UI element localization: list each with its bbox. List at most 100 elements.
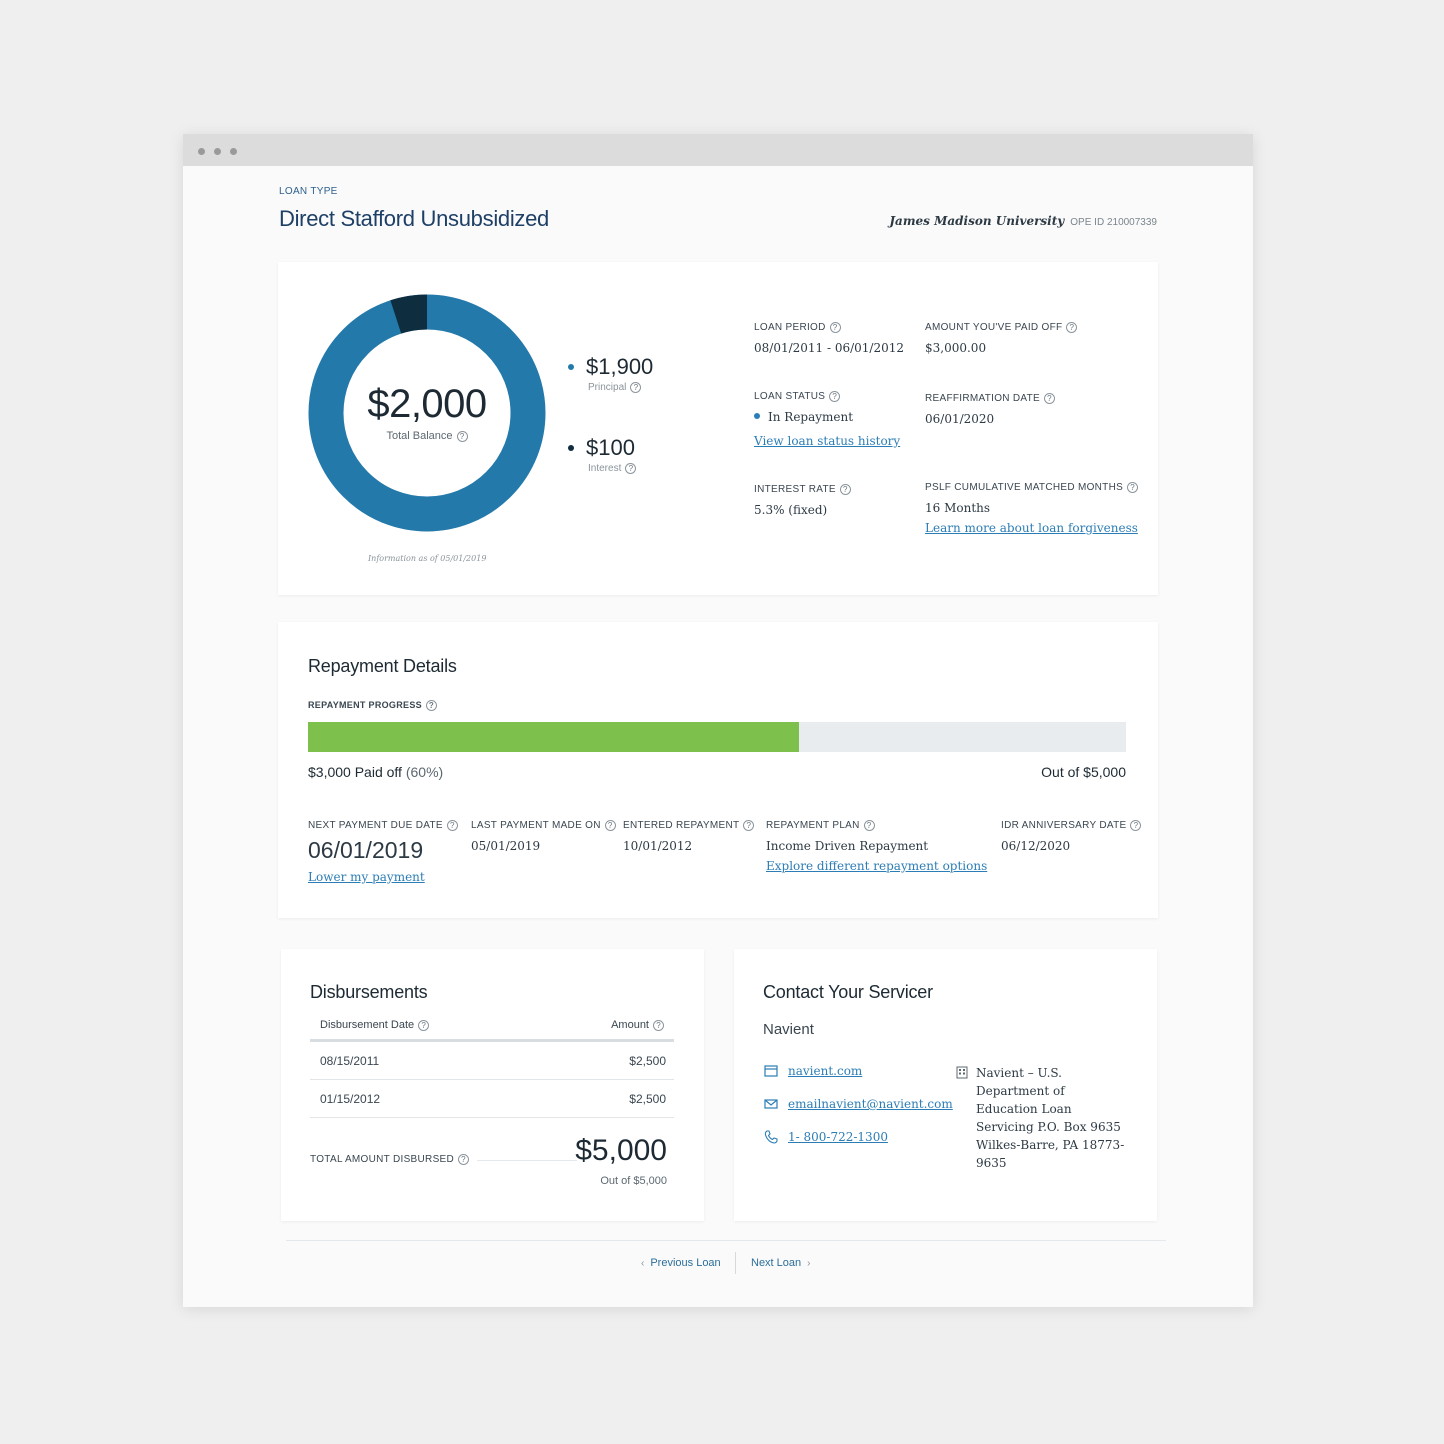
loan-status-history-link[interactable]: View loan status history — [754, 434, 901, 448]
plan-label-text: REPAYMENT PLAN — [766, 820, 860, 831]
chevron-right-icon: › — [807, 1258, 811, 1269]
entered-repayment: ENTERED REPAYMENT? 10/01/2012 — [623, 820, 755, 853]
loan-period: LOAN PERIOD? 08/01/2011 - 06/01/2012 — [754, 322, 904, 355]
help-icon[interactable]: ? — [456, 431, 468, 442]
repayment-card: Repayment Details REPAYMENT PROGRESS? $3… — [278, 622, 1158, 918]
table-header: Disbursement Date? Amount? — [310, 1019, 674, 1042]
reaffirmation-label: REAFFIRMATION DATE? — [925, 393, 1056, 404]
help-icon[interactable]: ? — [630, 382, 642, 393]
legend-interest: $100 Interest? — [568, 435, 637, 474]
amount-paid-off: AMOUNT YOU'VE PAID OFF? $3,000.00 — [925, 322, 1078, 355]
info-as-of: Information as of 05/01/2019 — [368, 554, 487, 563]
help-icon[interactable]: ? — [418, 1020, 430, 1031]
donut-chart — [308, 294, 546, 532]
help-icon[interactable]: ? — [829, 391, 841, 402]
divider — [286, 1240, 1166, 1241]
previous-loan-button[interactable]: ‹ Previous Loan — [641, 1257, 721, 1269]
help-icon[interactable]: ? — [458, 1154, 470, 1165]
explore-options-link[interactable]: Explore different repayment options — [766, 859, 988, 873]
loan-forgiveness-link[interactable]: Learn more about loan forgiveness — [925, 521, 1138, 535]
last-payment-label-text: LAST PAYMENT MADE ON — [471, 820, 601, 831]
paid-off-label-text: AMOUNT YOU'VE PAID OFF — [925, 322, 1063, 333]
help-icon[interactable]: ? — [604, 820, 616, 831]
last-payment: LAST PAYMENT MADE ON? 05/01/2019 — [471, 820, 616, 853]
total-balance-label-text: Total Balance — [386, 430, 453, 442]
servicer-phone: 1- 800-722-1300 — [764, 1130, 888, 1144]
help-icon[interactable]: ? — [425, 700, 437, 711]
loan-period-label: LOAN PERIOD? — [754, 322, 904, 333]
help-icon[interactable]: ? — [829, 322, 841, 333]
paid-off-value: $3,000.00 — [925, 341, 987, 355]
disbursements-title: Disbursements — [310, 982, 428, 1002]
next-loan-button[interactable]: Next Loan › — [751, 1257, 811, 1269]
idr-label: IDR ANNIVERSARY DATE? — [1001, 820, 1142, 831]
paid-off-summary: $3,000 Paid off (60%) — [308, 764, 443, 780]
window-titlebar — [183, 134, 1253, 166]
plan-label: REPAYMENT PLAN? — [766, 820, 987, 831]
lower-payment-link[interactable]: Lower my payment — [308, 870, 425, 884]
paid-off-text: $3,000 Paid off — [308, 764, 402, 780]
loan-status: LOAN STATUS? In Repayment View loan stat… — [754, 391, 900, 448]
total-disbursed-value: $5,000 — [575, 1134, 667, 1167]
row-amount: $2,500 — [629, 1091, 666, 1106]
school-name: James Madison University — [889, 214, 1065, 228]
donut-center: $2,000 Total Balance? — [306, 292, 548, 534]
help-icon[interactable]: ? — [625, 463, 637, 474]
help-icon[interactable]: ? — [1044, 393, 1056, 404]
loan-status-label-text: LOAN STATUS — [754, 391, 826, 402]
mail-icon — [764, 1099, 778, 1109]
donut-principal-slice — [308, 294, 546, 532]
col-date-text: Disbursement Date — [320, 1019, 415, 1031]
phone-link[interactable]: 1- 800-722-1300 — [788, 1130, 888, 1144]
balance-card: $2,000 Total Balance? Information as of … — [278, 262, 1158, 595]
window-dot — [214, 148, 221, 155]
principal-label-text: Principal — [588, 382, 627, 393]
repayment-title: Repayment Details — [308, 656, 457, 676]
next-due-label: NEXT PAYMENT DUE DATE? — [308, 820, 458, 831]
servicer-website: navient.com — [764, 1064, 862, 1078]
chevron-left-icon: ‹ — [641, 1258, 645, 1269]
repayment-progress-label: REPAYMENT PROGRESS? — [308, 700, 437, 711]
repayment-plan: REPAYMENT PLAN? Income Driven Repayment … — [766, 820, 987, 873]
building-icon — [956, 1066, 968, 1079]
disbursements-table: Disbursement Date? Amount? 08/15/2011 $2… — [310, 1019, 674, 1118]
servicer-email: emailnavient@navient.com — [764, 1097, 953, 1111]
idr-anniversary: IDR ANNIVERSARY DATE? 06/12/2020 — [1001, 820, 1142, 853]
reaffirmation-value: 06/01/2020 — [925, 412, 995, 426]
address-text: Navient – U.S. Department of Education L… — [976, 1066, 1125, 1170]
pslf-value: 16 Months — [925, 501, 991, 515]
servicer-name: Navient — [763, 1021, 814, 1038]
help-icon[interactable]: ? — [863, 820, 875, 831]
help-icon[interactable]: ? — [1066, 322, 1078, 333]
help-icon[interactable]: ? — [1130, 820, 1142, 831]
table-row: 01/15/2012 $2,500 — [310, 1080, 674, 1118]
browser-icon — [764, 1065, 778, 1077]
window-dot — [198, 148, 205, 155]
reaffirmation-label-text: REAFFIRMATION DATE — [925, 393, 1041, 404]
divider — [477, 1160, 577, 1161]
loan-period-label-text: LOAN PERIOD — [754, 322, 826, 333]
phone-icon — [764, 1130, 778, 1144]
help-icon[interactable]: ? — [839, 484, 851, 495]
help-icon[interactable]: ? — [743, 820, 755, 831]
website-link[interactable]: navient.com — [788, 1064, 863, 1078]
servicer-title: Contact Your Servicer — [763, 982, 933, 1002]
legend-principal: $1,900 Principal? — [568, 354, 653, 393]
total-disbursed-label-text: TOTAL AMOUNT DISBURSED — [310, 1154, 455, 1165]
repayment-progress-fill — [308, 722, 799, 752]
principal-dot-icon — [568, 364, 574, 370]
row-date: 01/15/2012 — [320, 1091, 381, 1106]
email-link[interactable]: emailnavient@navient.com — [788, 1097, 953, 1111]
loan-period-value: 08/01/2011 - 06/01/2012 — [754, 341, 905, 355]
interest-label-text: Interest — [588, 463, 622, 474]
school-info: James Madison University OPE ID 210007339 — [889, 214, 1157, 228]
help-icon[interactable]: ? — [1127, 482, 1139, 493]
entered-value: 10/01/2012 — [623, 839, 693, 853]
loan-status-value: In Repayment — [754, 410, 900, 424]
help-icon[interactable]: ? — [653, 1020, 664, 1031]
last-payment-value: 05/01/2019 — [471, 839, 541, 853]
loan-type-label: LOAN TYPE — [279, 186, 338, 197]
browser-window: LOAN TYPE Direct Stafford Unsubsidized J… — [183, 134, 1253, 1307]
entered-label: ENTERED REPAYMENT? — [623, 820, 755, 831]
help-icon[interactable]: ? — [446, 820, 458, 831]
